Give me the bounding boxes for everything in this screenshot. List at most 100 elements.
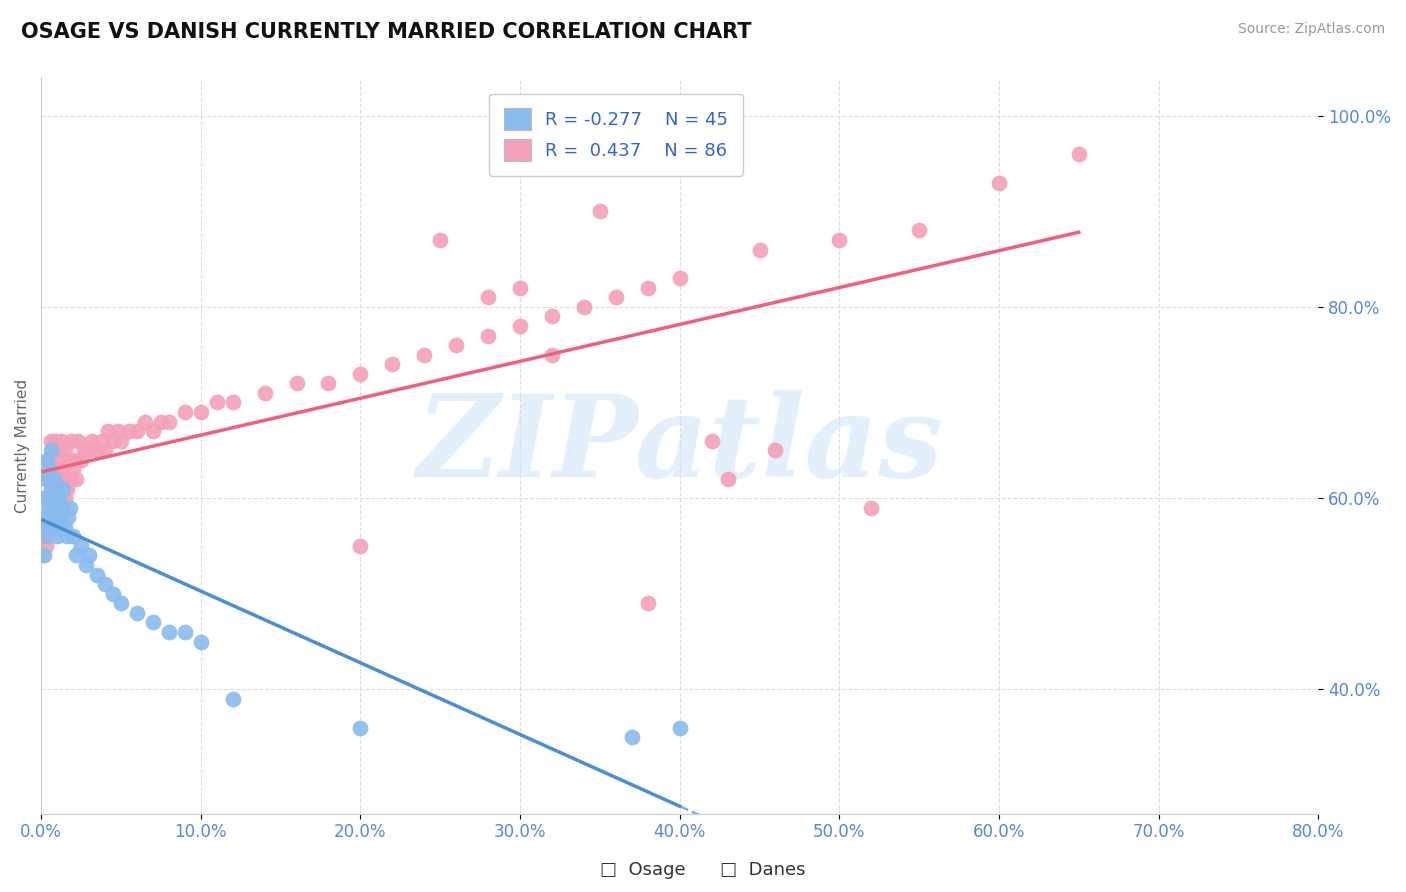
Point	[110, 596, 132, 610]
Point	[42, 462, 65, 476]
Point	[38, 510, 60, 524]
Point	[75, 558, 97, 572]
Point	[37, 529, 59, 543]
Point	[39, 443, 62, 458]
Point	[668, 271, 690, 285]
Point	[38, 462, 60, 476]
Text: □  Osage      □  Danes: □ Osage □ Danes	[600, 861, 806, 879]
Point	[35, 472, 58, 486]
Point	[51, 472, 73, 486]
Y-axis label: Currently Married: Currently Married	[15, 378, 30, 513]
Point	[73, 443, 96, 458]
Point	[429, 233, 451, 247]
Point	[38, 453, 60, 467]
Point	[70, 539, 93, 553]
Point	[97, 424, 120, 438]
Point	[53, 443, 76, 458]
Point	[125, 424, 148, 438]
Point	[44, 500, 66, 515]
Point	[31, 520, 53, 534]
Point	[49, 482, 72, 496]
Point	[41, 443, 63, 458]
Point	[381, 357, 404, 371]
Point	[42, 510, 65, 524]
Point	[190, 405, 212, 419]
Point	[77, 443, 100, 458]
Point	[86, 443, 108, 458]
Point	[90, 434, 112, 448]
Point	[541, 348, 564, 362]
Point	[149, 415, 172, 429]
Point	[62, 462, 84, 476]
Point	[413, 348, 436, 362]
Point	[52, 462, 75, 476]
Point	[94, 577, 117, 591]
Point	[44, 482, 66, 496]
Point	[173, 624, 195, 639]
Point	[41, 482, 63, 496]
Point	[65, 472, 87, 486]
Point	[190, 634, 212, 648]
Point	[34, 529, 56, 543]
Point	[58, 453, 80, 467]
Point	[572, 300, 595, 314]
Point	[39, 491, 62, 505]
Point	[39, 434, 62, 448]
Point	[48, 510, 70, 524]
Point	[349, 721, 371, 735]
Point	[31, 549, 53, 563]
Point	[142, 615, 165, 630]
Point	[318, 376, 340, 391]
Point	[49, 520, 72, 534]
Point	[62, 529, 84, 543]
Point	[59, 472, 82, 486]
Point	[37, 453, 59, 467]
Point	[59, 500, 82, 515]
Point	[101, 434, 124, 448]
Point	[349, 367, 371, 381]
Point	[34, 491, 56, 505]
Point	[37, 520, 59, 534]
Point	[828, 233, 851, 247]
Point	[444, 338, 467, 352]
Point	[157, 415, 180, 429]
Point	[46, 510, 69, 524]
Legend: R = -0.277    N = 45, R =  0.437    N = 86: R = -0.277 N = 45, R = 0.437 N = 86	[489, 94, 742, 176]
Point	[48, 491, 70, 505]
Text: OSAGE VS DANISH CURRENTLY MARRIED CORRELATION CHART: OSAGE VS DANISH CURRENTLY MARRIED CORREL…	[21, 22, 752, 42]
Point	[509, 318, 531, 333]
Point	[66, 434, 89, 448]
Point	[157, 624, 180, 639]
Point	[107, 424, 129, 438]
Text: Source: ZipAtlas.com: Source: ZipAtlas.com	[1237, 22, 1385, 37]
Point	[58, 510, 80, 524]
Point	[55, 482, 77, 496]
Point	[63, 453, 86, 467]
Point	[53, 491, 76, 505]
Point	[48, 443, 70, 458]
Point	[49, 453, 72, 467]
Point	[41, 491, 63, 505]
Point	[668, 721, 690, 735]
Point	[477, 290, 499, 304]
Point	[35, 539, 58, 553]
Point	[541, 310, 564, 324]
Point	[620, 730, 643, 744]
Point	[41, 520, 63, 534]
Point	[65, 549, 87, 563]
Point	[51, 500, 73, 515]
Point	[908, 223, 931, 237]
Point	[35, 510, 58, 524]
Point	[46, 529, 69, 543]
Point	[46, 472, 69, 486]
Point	[94, 443, 117, 458]
Point	[46, 482, 69, 496]
Point	[53, 520, 76, 534]
Point	[60, 434, 83, 448]
Point	[221, 691, 243, 706]
Point	[477, 328, 499, 343]
Point	[125, 606, 148, 620]
Point	[1067, 147, 1090, 161]
Point	[110, 434, 132, 448]
Point	[70, 453, 93, 467]
